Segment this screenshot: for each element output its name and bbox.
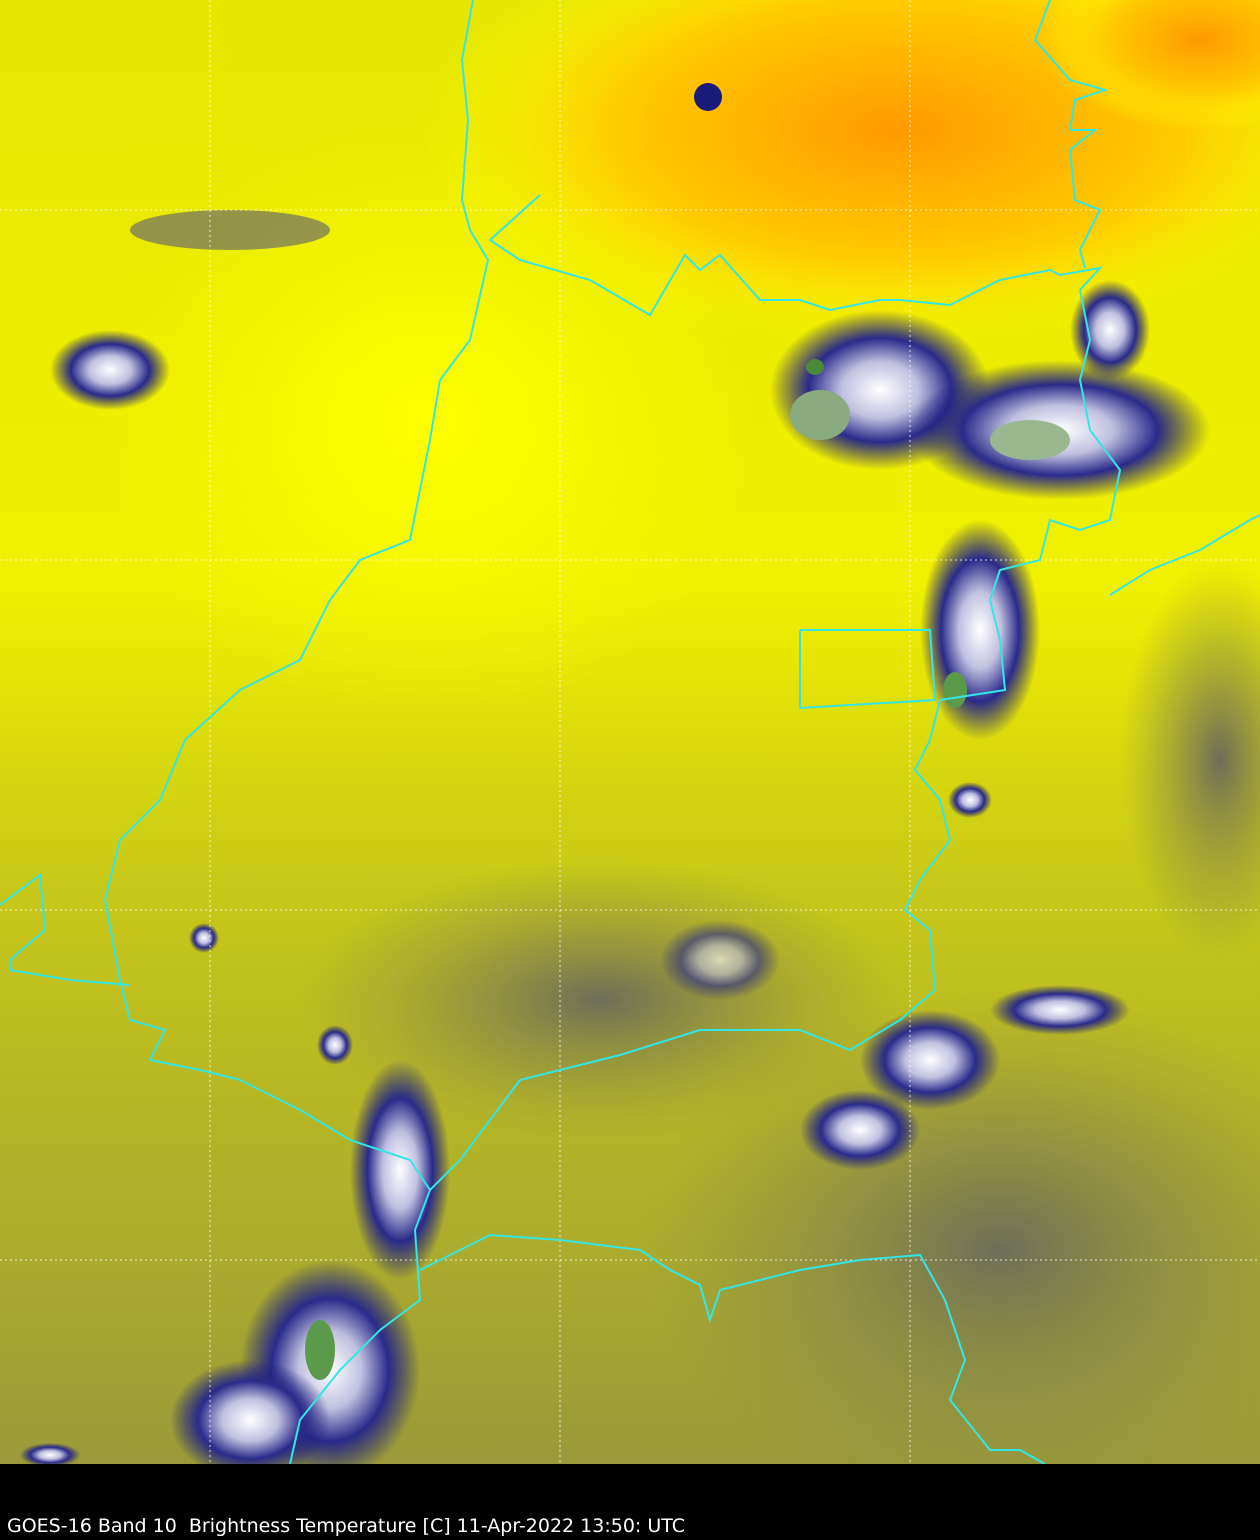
- cool-region: [640, 990, 1260, 1464]
- satellite-map: [0, 0, 1260, 1464]
- cloud-features: [20, 83, 1210, 1464]
- hot-region-2: [1040, 0, 1260, 130]
- cool-region-3: [1120, 560, 1260, 960]
- hot-region: [420, 0, 1260, 350]
- image-caption: GOES-16 Band 10 Brightness Temperature […: [7, 1515, 686, 1537]
- grid-lines: [0, 0, 1260, 1464]
- political-borders: [0, 0, 1260, 1464]
